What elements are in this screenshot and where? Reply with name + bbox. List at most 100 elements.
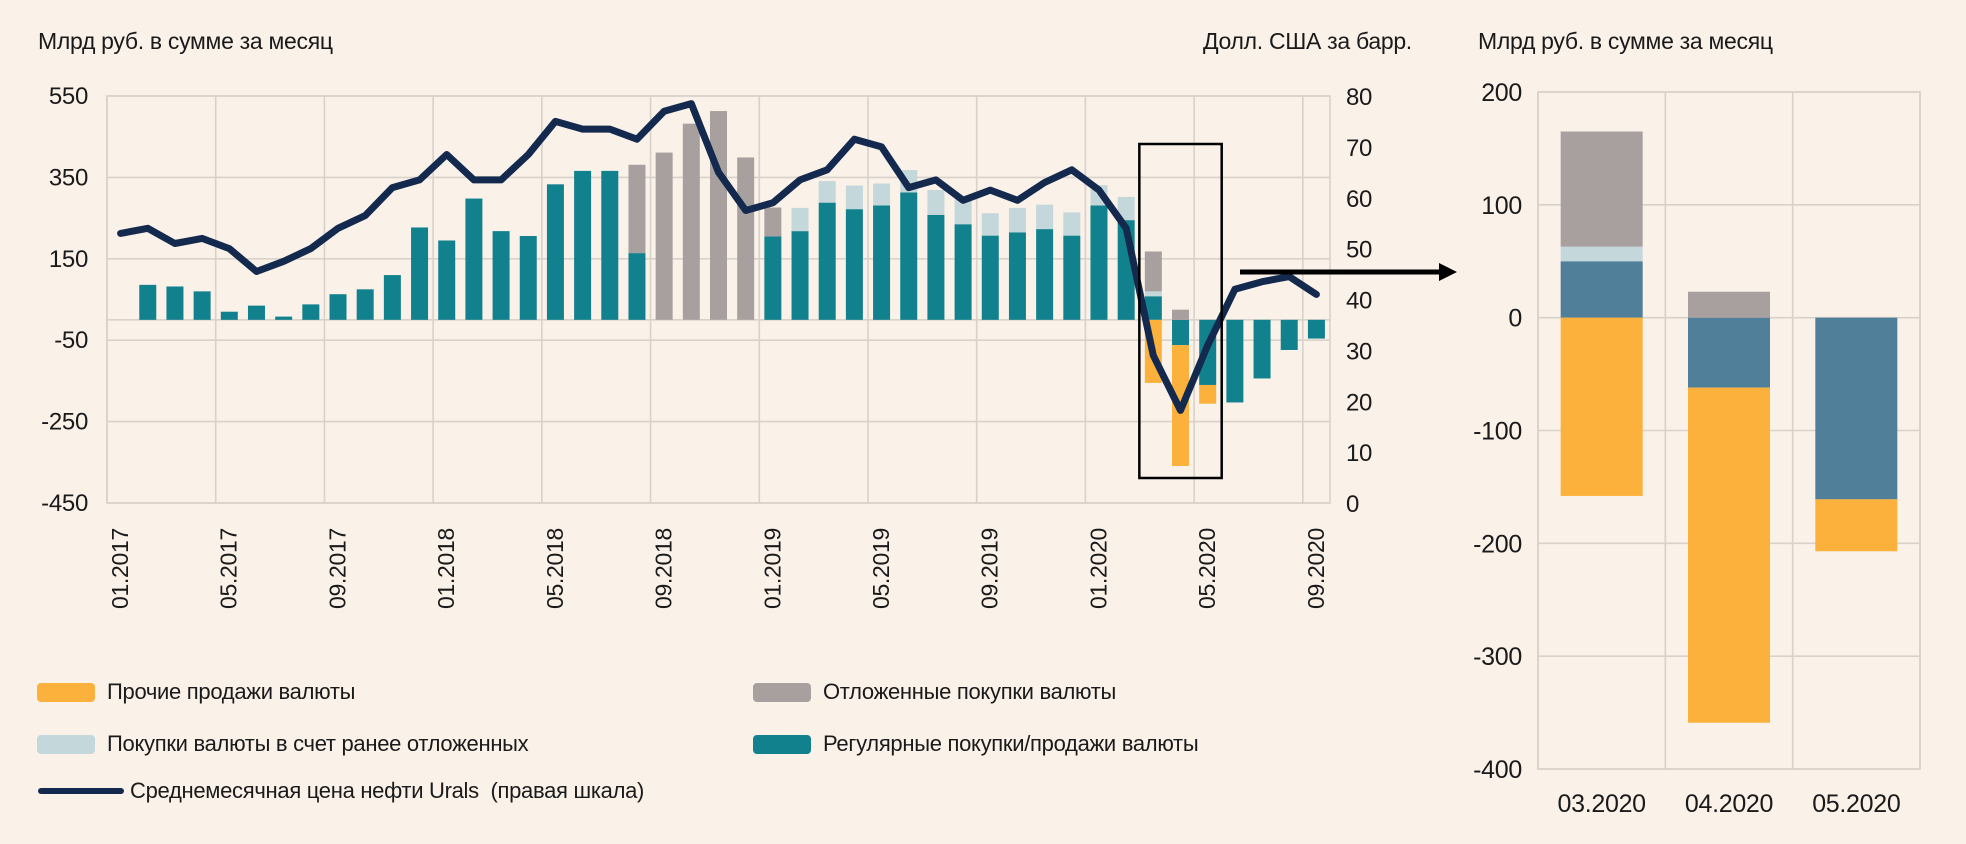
- bar-segment-teal: [927, 214, 945, 320]
- x-axis-tick: 01.2020: [1085, 528, 1111, 609]
- main-chart-right-axis-title: Долл. США за барр.: [1203, 28, 1412, 54]
- bar-segment-teal: [818, 202, 836, 320]
- bar-segment-lightblue: [873, 183, 891, 206]
- y-axis-right-tick: 60: [1346, 186, 1372, 213]
- bar-segment-lightblue: [791, 207, 809, 232]
- bar-segment-teal: [193, 291, 211, 320]
- bar-segment-lightblue: [845, 185, 863, 210]
- bar-segment-teal: [465, 198, 483, 320]
- detail-x-axis-tick: 05.2020: [1812, 790, 1900, 818]
- y-axis-right-tick: 70: [1346, 135, 1372, 162]
- bar-segment-teal: [900, 192, 918, 320]
- bar-segment-teal: [519, 236, 537, 320]
- y-axis-right-tick: 40: [1346, 288, 1372, 315]
- detail-chart-axis-title: Млрд руб. в сумме за месяц: [1478, 28, 1773, 54]
- bar-segment-teal: [1090, 205, 1108, 320]
- bar-segment-gray: [655, 152, 673, 320]
- bar-segment-teal: [139, 284, 157, 320]
- bar-segment-lightblue: [1063, 212, 1081, 236]
- bar-segment-teal: [302, 304, 320, 320]
- bar-segment-teal: [546, 184, 564, 320]
- bar-segment-teal: [1253, 319, 1271, 379]
- bar-segment-gray: [710, 111, 727, 320]
- y-axis-left-tick: -450: [41, 490, 88, 517]
- detail-y-axis-tick: 100: [1481, 192, 1522, 220]
- bar-segment-lightblue: [1036, 204, 1054, 230]
- bar-segment-gray: [764, 207, 782, 237]
- bar-segment-teal: [383, 275, 401, 320]
- detail-bar-segment-lightblue: [1560, 246, 1643, 262]
- y-axis-left-tick: 550: [49, 83, 88, 110]
- bar-segment-yellow: [1199, 384, 1217, 404]
- bar-segment-teal: [791, 231, 809, 320]
- bar-segment-gray: [737, 157, 755, 320]
- x-axis-tick: 05.2019: [868, 528, 894, 609]
- detail-bar-segment-steel: [1560, 261, 1643, 318]
- bar-segment-lightblue: [1008, 207, 1026, 233]
- bar-segment-teal: [764, 236, 782, 320]
- bar-segment-gray: [1172, 309, 1190, 320]
- y-axis-right-tick: 50: [1346, 237, 1372, 264]
- bar-segment-teal: [1307, 319, 1325, 339]
- x-axis-tick: 01.2018: [433, 528, 459, 609]
- bar-segment-teal: [845, 209, 863, 320]
- bar-segment-lightblue: [1117, 196, 1135, 221]
- y-axis-right-tick: 0: [1346, 491, 1359, 518]
- bar-segment-lightblue: [954, 198, 972, 225]
- x-axis-tick: 09.2020: [1303, 528, 1329, 609]
- x-axis-tick: 05.2020: [1194, 528, 1220, 609]
- urals-price-line: [117, 100, 1320, 414]
- bar-segment-teal: [1280, 319, 1298, 350]
- bar-segment-teal: [220, 311, 238, 320]
- highlight-box: [1138, 142, 1223, 480]
- detail-y-axis-tick: -400: [1473, 756, 1522, 784]
- detail-bar-segment-yellow: [1560, 317, 1643, 496]
- x-axis-tick: 09.2019: [977, 528, 1003, 609]
- detail-bar-segment-steel: [1688, 317, 1770, 388]
- detail-bar-segment-yellow: [1688, 387, 1770, 723]
- bar-segment-lightblue: [1144, 291, 1162, 297]
- y-axis-right-tick: 30: [1346, 338, 1372, 365]
- bar-segment-teal: [873, 205, 891, 320]
- bar-segment-gray: [682, 123, 700, 320]
- bar-segment-teal: [1008, 232, 1026, 320]
- bar-segment-teal: [247, 305, 265, 320]
- x-axis-tick: 05.2017: [216, 528, 242, 609]
- y-axis-right-tick: 20: [1346, 389, 1372, 416]
- bar-segment-teal: [166, 286, 184, 320]
- y-axis-left-tick: 350: [49, 164, 88, 191]
- detail-arrow-head: [1439, 263, 1457, 281]
- x-axis-tick: 01.2017: [107, 528, 133, 609]
- bar-segment-lightblue: [927, 190, 945, 215]
- bar-segment-teal: [574, 170, 592, 320]
- bar-segment-lightblue: [818, 181, 836, 203]
- detail-y-axis-tick: 200: [1481, 79, 1522, 107]
- detail-bar-segment-gray: [1688, 291, 1770, 318]
- bar-segment-teal: [601, 170, 619, 320]
- detail-bar-segment-yellow: [1815, 499, 1898, 552]
- y-axis-left-tick: -250: [41, 409, 88, 436]
- detail-y-axis-tick: -300: [1473, 643, 1522, 671]
- bar-segment-teal: [1063, 235, 1081, 320]
- bar-segment-teal: [1226, 319, 1244, 403]
- detail-x-axis-tick: 03.2020: [1558, 790, 1646, 818]
- bar-segment-teal: [411, 227, 429, 320]
- main-chart-left-axis-title: Млрд руб. в сумме за месяц: [38, 28, 333, 54]
- bar-segment-teal: [1144, 296, 1162, 320]
- detail-bar-segment-steel: [1815, 317, 1898, 500]
- y-axis-left-tick: 150: [49, 246, 88, 273]
- detail-x-axis-tick: 04.2020: [1685, 790, 1773, 818]
- y-axis-left-tick: -50: [54, 327, 88, 354]
- bar-segment-lightblue: [981, 213, 999, 236]
- main-plot-border: [106, 95, 1331, 504]
- bar-segment-gray: [1144, 251, 1162, 292]
- bar-segment-teal: [628, 253, 646, 320]
- bar-segment-teal: [438, 240, 456, 320]
- bar-segment-teal: [1172, 319, 1190, 346]
- x-axis-tick: 09.2017: [324, 528, 350, 609]
- bar-segment-teal: [329, 294, 347, 320]
- detail-y-axis-tick: -100: [1473, 418, 1522, 446]
- detail-y-axis-tick: -200: [1473, 530, 1522, 558]
